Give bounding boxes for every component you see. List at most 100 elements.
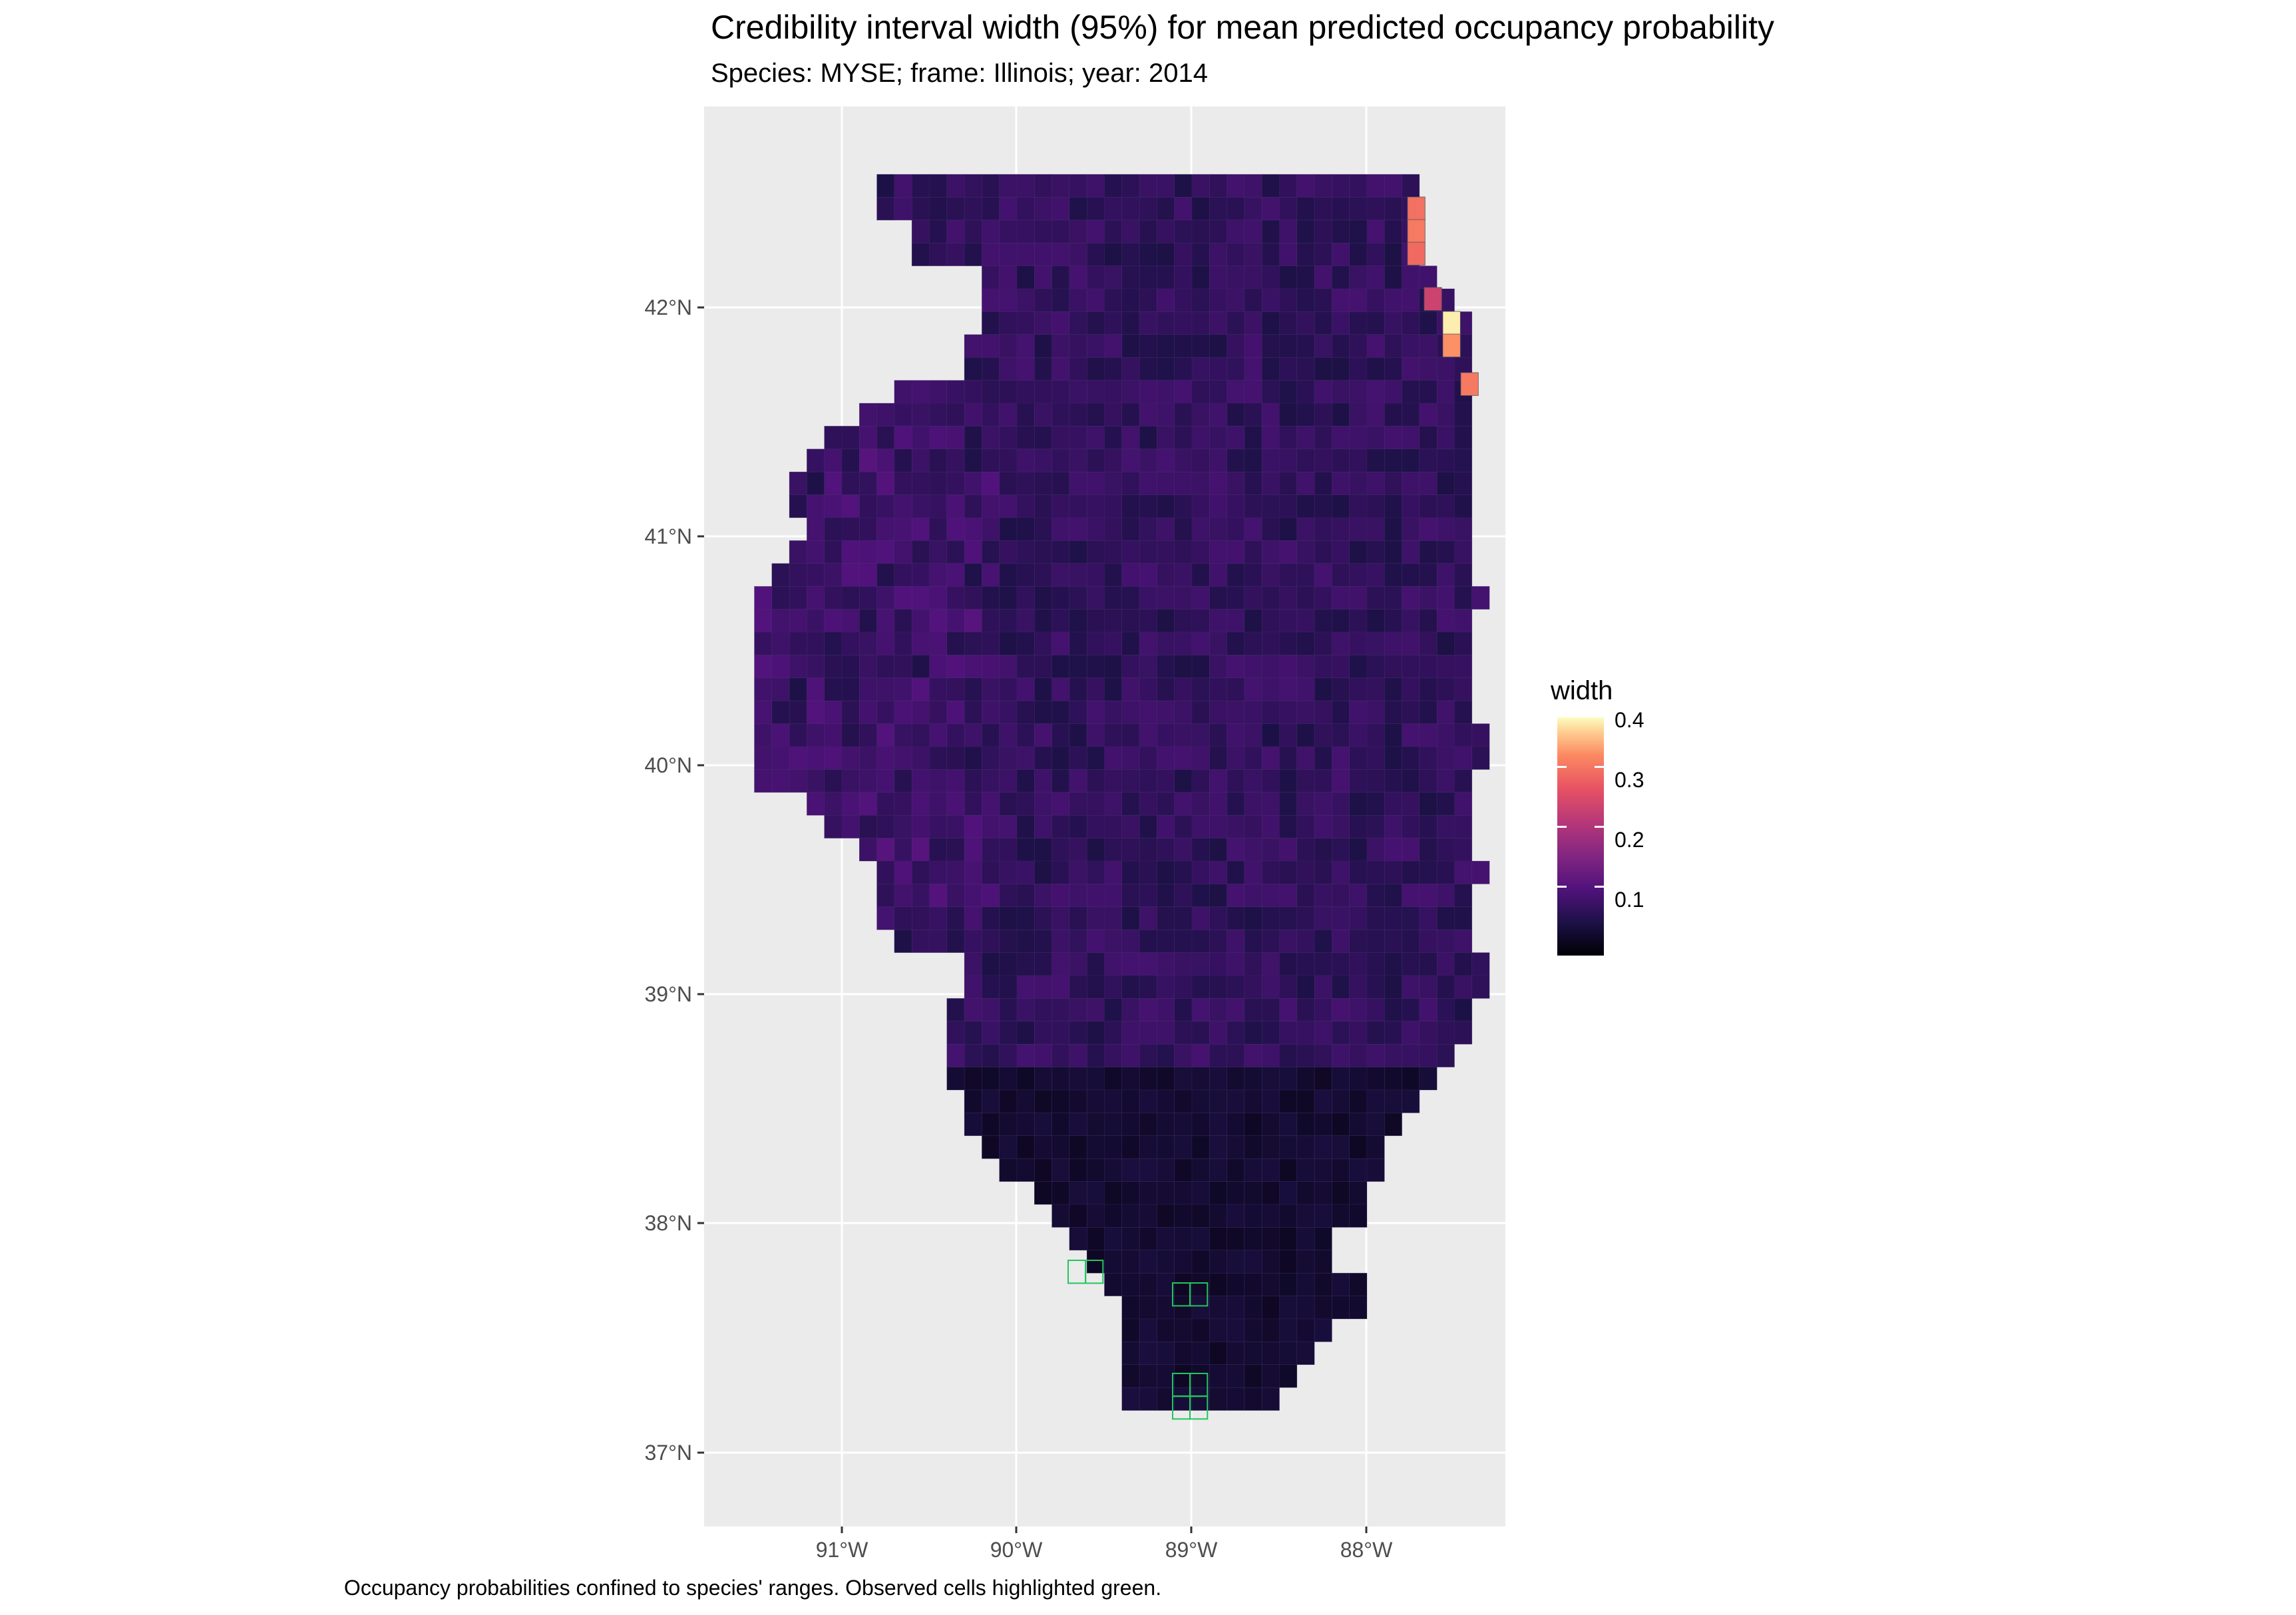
grid-cell xyxy=(1121,471,1140,495)
grid-cell xyxy=(1366,609,1385,633)
grid-cell xyxy=(1244,906,1262,930)
grid-cell xyxy=(1279,655,1298,679)
grid-cell xyxy=(982,174,1000,198)
grid-cell xyxy=(1052,906,1070,930)
grid-cell xyxy=(1052,311,1070,335)
grid-cell xyxy=(1227,380,1245,404)
grid-cell xyxy=(754,586,773,610)
grid-cell xyxy=(1174,288,1193,312)
grid-cell xyxy=(1244,677,1262,701)
grid-cell xyxy=(1104,174,1123,198)
grid-cell xyxy=(1016,952,1035,976)
grid-cell xyxy=(1314,975,1332,999)
grid-cell xyxy=(1174,906,1193,930)
grid-cell xyxy=(999,884,1018,908)
grid-cell xyxy=(1402,494,1420,518)
grid-cell xyxy=(1366,311,1385,335)
grid-cell xyxy=(1402,1021,1420,1045)
grid-cell xyxy=(929,631,948,655)
grid-cell xyxy=(1227,1364,1245,1388)
grid-cell xyxy=(1191,220,1210,244)
grid-cell xyxy=(999,769,1018,793)
grid-cell xyxy=(1227,563,1245,587)
grid-cell xyxy=(789,563,807,587)
high-width-cell xyxy=(1460,372,1479,396)
grid-cell xyxy=(1121,311,1140,335)
grid-cell xyxy=(1419,975,1437,999)
grid-cell xyxy=(1402,174,1420,198)
grid-cell xyxy=(1314,609,1332,633)
grid-cell xyxy=(1157,334,1175,358)
grid-cell xyxy=(1244,334,1262,358)
grid-cell xyxy=(1244,723,1262,747)
grid-cell xyxy=(1349,723,1368,747)
grid-cell xyxy=(1227,357,1245,381)
grid-cell xyxy=(982,586,1000,610)
grid-cell xyxy=(964,1067,982,1091)
grid-cell xyxy=(1402,723,1420,747)
grid-cell xyxy=(1436,449,1455,472)
grid-cell xyxy=(1296,334,1315,358)
grid-cell xyxy=(1069,1181,1087,1205)
grid-cell xyxy=(999,906,1018,930)
grid-cell xyxy=(1279,1296,1298,1320)
grid-cell xyxy=(1332,449,1350,472)
grid-cell xyxy=(1314,1250,1332,1274)
grid-cell xyxy=(929,677,948,701)
grid-cell xyxy=(1366,975,1385,999)
grid-cell xyxy=(1366,631,1385,655)
grid-cell xyxy=(964,1021,982,1045)
grid-cell xyxy=(1314,906,1332,930)
grid-cell xyxy=(1227,1158,1245,1182)
grid-cell xyxy=(1174,860,1193,884)
grid-cell xyxy=(1016,1021,1035,1045)
grid-cell xyxy=(1261,655,1280,679)
grid-cell xyxy=(1191,403,1210,427)
grid-cell xyxy=(1349,1181,1368,1205)
grid-cell xyxy=(1471,746,1490,770)
grid-cell xyxy=(1436,860,1455,884)
grid-cell xyxy=(1227,906,1245,930)
grid-cell xyxy=(1296,1021,1315,1045)
grid-cell xyxy=(1139,334,1157,358)
grid-cell xyxy=(1191,426,1210,450)
lat-tick-label: 39°N xyxy=(645,982,693,1006)
grid-cell xyxy=(1104,1089,1123,1113)
grid-cell xyxy=(911,471,930,495)
grid-cell xyxy=(1016,357,1035,381)
grid-cell xyxy=(1279,1135,1298,1159)
grid-cell xyxy=(1314,1158,1332,1182)
grid-cell xyxy=(1402,838,1420,862)
grid-cell xyxy=(1139,586,1157,610)
grid-cell xyxy=(1436,814,1455,838)
grid-cell xyxy=(1157,814,1175,838)
grid-cell xyxy=(1314,884,1332,908)
grid-cell xyxy=(1227,1342,1245,1365)
grid-cell xyxy=(1069,540,1087,564)
grid-cell xyxy=(929,586,948,610)
grid-cell xyxy=(1016,288,1035,312)
grid-cell xyxy=(1174,220,1193,244)
grid-cell xyxy=(894,449,912,472)
grid-cell xyxy=(1069,906,1087,930)
grid-cell xyxy=(1069,655,1087,679)
grid-cell xyxy=(1384,998,1402,1022)
grid-cell xyxy=(1209,998,1227,1022)
grid-cell xyxy=(1384,655,1402,679)
grid-cell xyxy=(1191,1364,1210,1388)
grid-cell xyxy=(1384,471,1402,495)
grid-cell xyxy=(1349,1204,1368,1228)
grid-cell xyxy=(1209,403,1227,427)
grid-cell xyxy=(824,655,843,679)
grid-cell xyxy=(1279,1272,1298,1296)
grid-cell xyxy=(1209,540,1227,564)
grid-cell xyxy=(789,471,807,495)
grid-cell xyxy=(1314,838,1332,862)
grid-cell xyxy=(1121,1342,1140,1365)
grid-cell xyxy=(1174,998,1193,1022)
grid-cell xyxy=(946,792,965,816)
grid-cell xyxy=(754,723,773,747)
grid-cell xyxy=(1244,220,1262,244)
grid-cell xyxy=(1261,906,1280,930)
grid-cell xyxy=(1227,494,1245,518)
